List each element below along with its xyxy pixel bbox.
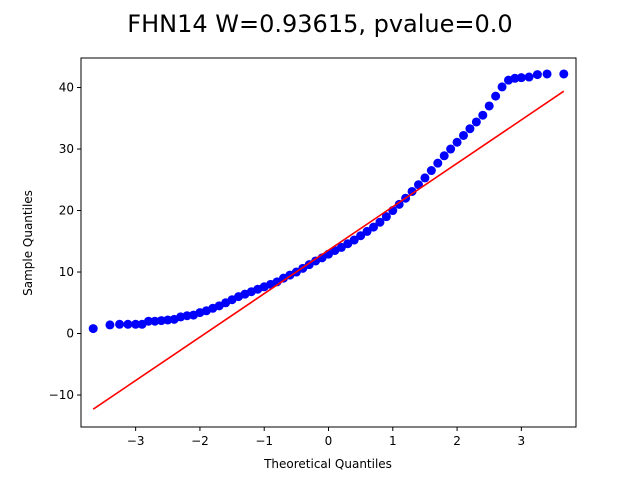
x-tick-label: 1 xyxy=(389,434,397,448)
data-point xyxy=(439,151,449,161)
data-point xyxy=(144,316,153,326)
data-point xyxy=(491,91,501,101)
data-point xyxy=(559,69,569,79)
data-point xyxy=(88,324,98,334)
data-point xyxy=(105,320,115,330)
data-point xyxy=(381,212,391,222)
axes-frame xyxy=(80,57,577,428)
reference-line xyxy=(92,90,565,410)
data-point xyxy=(433,158,443,168)
data-point xyxy=(394,199,404,209)
data-point xyxy=(478,110,488,120)
x-tick-label: −3 xyxy=(127,434,145,448)
data-point xyxy=(459,130,468,140)
chart-title: FHN14 W=0.93615, pvalue=0.0 xyxy=(127,10,512,38)
data-point xyxy=(375,217,385,227)
x-tick-label: −1 xyxy=(255,434,273,448)
data-point xyxy=(471,117,481,127)
x-tick-label: 3 xyxy=(518,434,526,448)
data-point xyxy=(426,166,436,176)
data-point xyxy=(131,319,141,329)
x-tick-label: −2 xyxy=(191,434,209,448)
y-tick-label: 40 xyxy=(59,81,74,95)
data-point xyxy=(484,101,494,111)
data-point xyxy=(407,186,417,196)
reference-line-group xyxy=(92,90,565,410)
data-point xyxy=(349,235,359,245)
y-tick-label: 20 xyxy=(59,204,74,218)
x-axis: −3 −2 −1 0 1 2 3 xyxy=(127,427,525,448)
data-point xyxy=(452,137,462,147)
data-point xyxy=(123,319,133,329)
x-tick-label: 2 xyxy=(453,434,461,448)
y-tick-label: 0 xyxy=(66,327,74,341)
data-point xyxy=(115,319,125,329)
y-tick-label: 10 xyxy=(59,265,74,279)
data-point xyxy=(532,70,542,80)
x-tick-label: 0 xyxy=(325,434,333,448)
data-point xyxy=(465,124,475,134)
y-axis-label: Sample Quantiles xyxy=(21,190,35,296)
data-point xyxy=(356,231,366,241)
y-axis: −10 0 10 20 30 40 xyxy=(49,81,81,402)
data-points xyxy=(88,69,569,334)
data-point xyxy=(542,69,552,79)
data-point xyxy=(369,222,378,232)
y-tick-label: 30 xyxy=(59,142,74,156)
data-point xyxy=(362,226,372,236)
x-axis-label: Theoretical Quantiles xyxy=(263,457,392,471)
data-point xyxy=(446,144,456,154)
y-tick-label: −10 xyxy=(49,388,74,402)
data-point xyxy=(516,73,526,83)
data-point xyxy=(420,173,430,183)
data-point xyxy=(497,82,507,92)
data-point xyxy=(524,72,534,82)
